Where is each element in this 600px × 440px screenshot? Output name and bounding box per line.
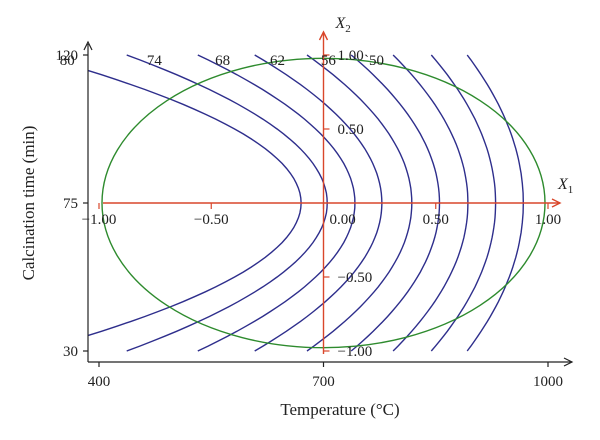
y-tick-label: 120 [56, 48, 79, 64]
x-tick-label: 1000 [533, 374, 563, 390]
x2-tick-label: 1.00 [338, 48, 364, 64]
x2-tick-label: 0.50 [338, 122, 364, 138]
x-axis-arrow [563, 357, 574, 367]
x2-tick-label: −1.00 [338, 344, 373, 360]
y-tick-label: 75 [63, 196, 78, 212]
contour-level-label: 74 [147, 53, 163, 69]
x1-axis-arrow [551, 198, 562, 208]
x1-axis-name: X1 [557, 176, 573, 196]
x1-tick-label: −1.00 [82, 212, 117, 228]
x1-tick-label: 0.00 [330, 212, 356, 228]
y-axis-arrow [83, 40, 93, 51]
x1-tick-label: 1.00 [535, 212, 561, 228]
contour-level-labels: 80 74 68 62 56 `50 [60, 53, 384, 69]
x2-tick-label: −0.50 [338, 270, 373, 286]
x2-axis-arrow [318, 30, 329, 41]
contour-level-label: 62 [270, 53, 285, 69]
x2-axis-name: X2 [335, 15, 351, 35]
x-axis-label: Temperature (°C) [280, 400, 399, 419]
contour-level-label: 68 [215, 53, 230, 69]
x-tick-label: 700 [312, 374, 335, 390]
x1-tick-label: 0.50 [423, 212, 449, 228]
contour-level-label: `50 [364, 53, 384, 69]
x-tick-label: 400 [88, 374, 111, 390]
main-axes: 400 700 1000 30 75 120 [56, 40, 574, 390]
y-tick-label: 30 [63, 344, 78, 360]
coded-axes: −1.00 −0.50 0.00 0.50 1.00 1.00 0.50 −0.50 −1.00… [82, 15, 574, 360]
y-axis-label: Calcination time (min) [19, 126, 38, 281]
x1-tick-label: −0.50 [194, 212, 229, 228]
contour-level-label: 56 [321, 53, 337, 69]
contour-level-label: 80 [60, 53, 75, 69]
